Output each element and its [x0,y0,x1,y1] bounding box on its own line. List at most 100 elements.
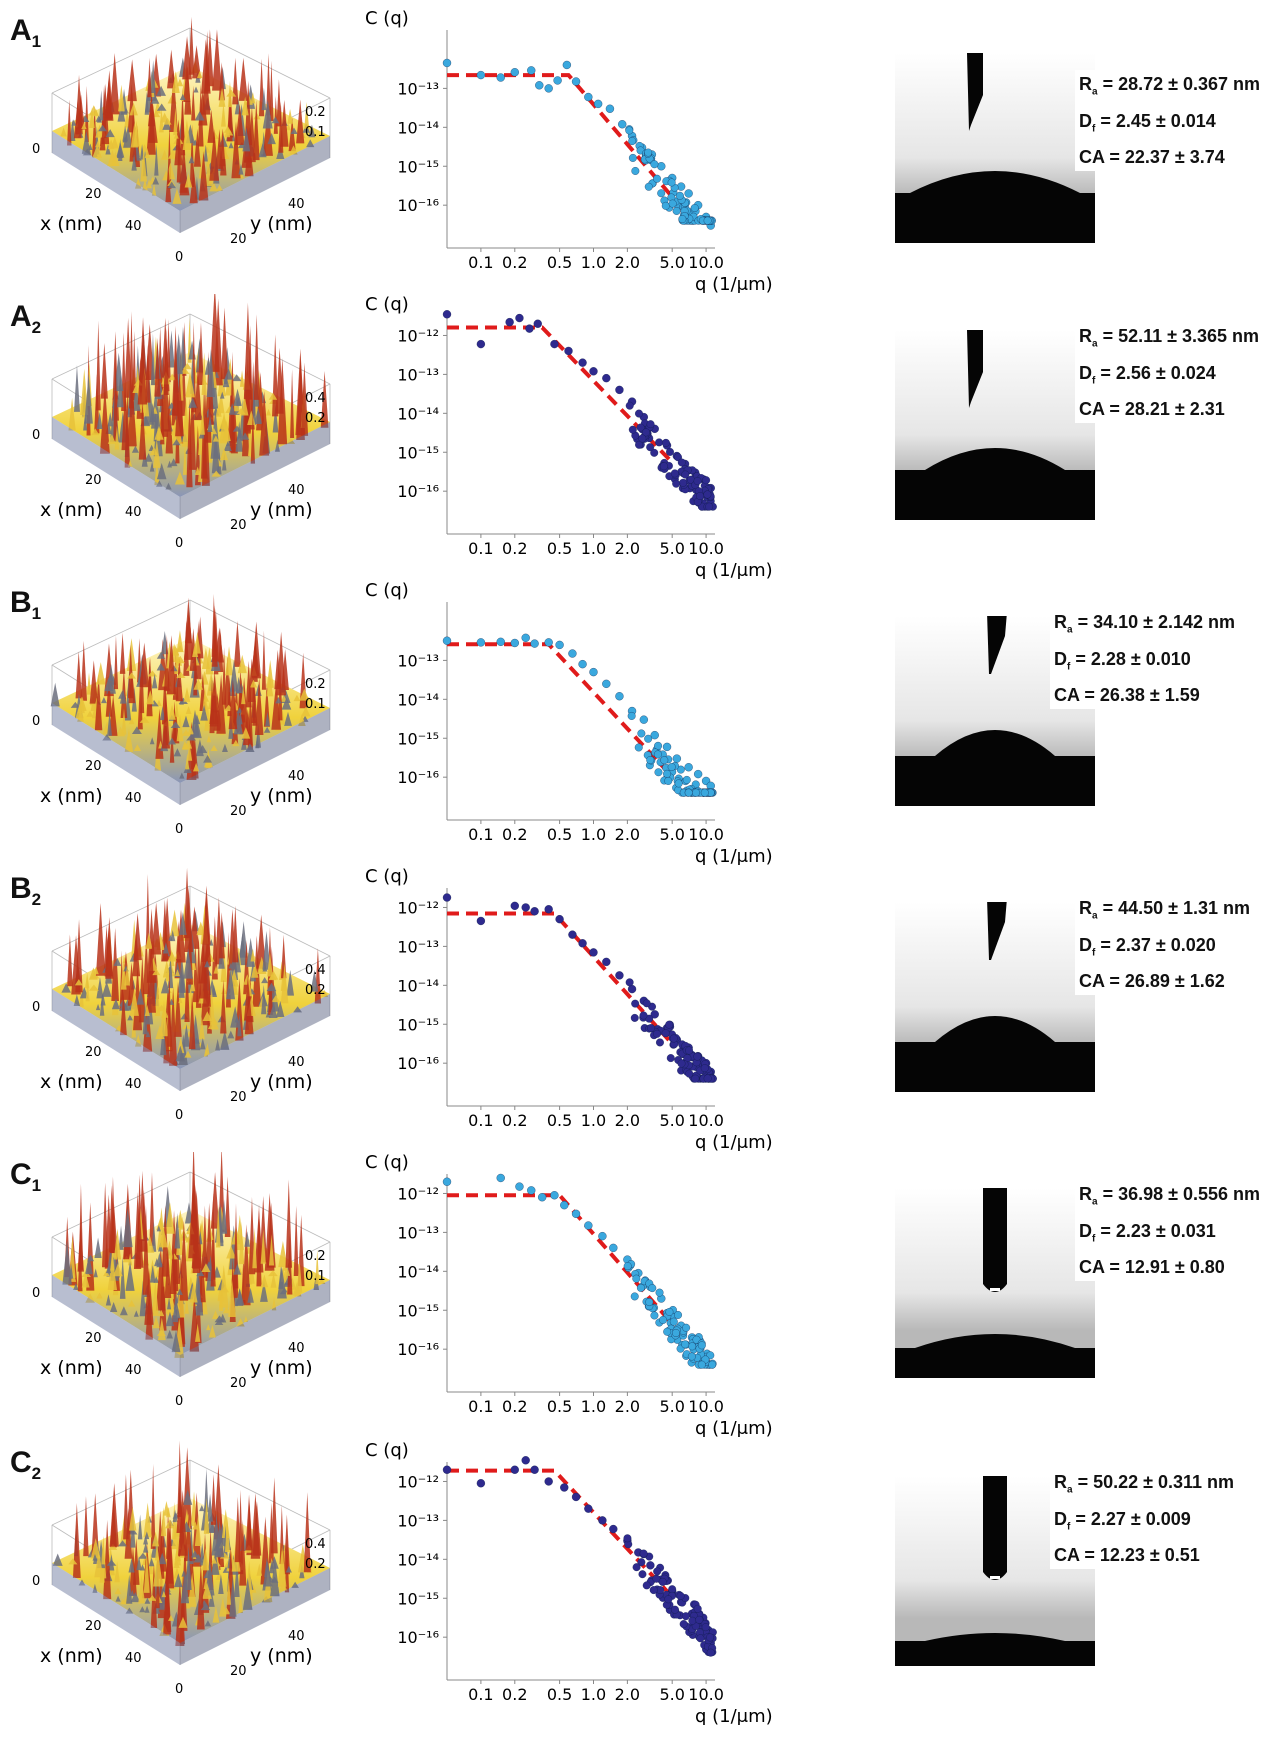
x-tick-label: 0.5 [547,1397,572,1416]
surface-peak [267,132,276,145]
surface-peak [159,706,166,721]
data-point [533,319,542,328]
surface-peak [201,70,211,115]
surface-peak [109,53,120,115]
data-point [631,167,640,175]
surface-peak [266,674,274,697]
x-tick-label: 0.2 [502,1111,527,1130]
surface-peak [252,375,257,425]
surface-peak [171,71,180,93]
data-point [706,1633,715,1642]
surface-peak [96,411,103,430]
surface-peak [268,1270,278,1277]
surface-peak [179,93,186,100]
surface-peak [245,660,252,708]
roughness-text: = 52.11 ± 3.365 nm [1097,326,1260,346]
y-axis-label: C (q) [365,8,409,29]
surface-peak [93,966,99,975]
surface-peak [142,1205,150,1295]
surface-peak [199,1505,205,1512]
x-tick-label: 10.0 [688,253,724,272]
surface-peak [123,126,133,148]
surface-peak [271,116,280,124]
surface-peak [109,1301,118,1313]
panel-letter: C [10,1446,32,1479]
data-point [646,1561,655,1570]
surface-peak [83,1496,89,1557]
surface-peak [200,407,205,435]
surface-peak [163,942,169,954]
surface-peak [237,1013,242,1037]
z-tick-label: 0 [32,1286,40,1301]
data-point [535,81,544,90]
surface-peak [185,753,190,770]
data-point [521,633,530,642]
surface-peak [282,1264,289,1271]
surface-peak [151,183,157,196]
surface-peak [81,131,91,154]
surface-peak [114,1560,120,1583]
surface-y-label: y (nm) [250,499,313,521]
surface-peak [91,428,100,436]
surface-stats: Ra = 28.72 ± 0.367 nm Df = 2.45 ± 0.014 CA… [1075,70,1265,172]
surface-peak [277,1545,287,1587]
surface-peak [207,414,213,433]
surface-peak [89,660,98,704]
roughness-subscript: a [1092,1196,1098,1208]
z-tick-label: 0 [32,1574,40,1589]
surface-peak [176,671,186,679]
fit-line [447,911,674,1046]
surface-peak [142,1001,148,1035]
surface-peak [127,672,137,679]
data-point [642,428,650,437]
surface-peak [233,620,241,667]
data-point [589,667,598,677]
surface-front-face [52,131,180,233]
surface-peak [198,1016,205,1040]
surface-peak [228,679,238,730]
surface-peak [272,404,279,433]
surface-peak [78,1183,84,1270]
data-point [632,1563,641,1572]
surface-peak [149,446,159,456]
surface-peak [290,368,295,438]
surface-peak [207,109,216,143]
panel-subscript: 1 [31,604,42,623]
data-point [697,1341,706,1350]
data-point [679,1620,688,1628]
data-point [442,1177,452,1186]
surface-peak [150,332,156,386]
data-point [645,1298,654,1307]
surface-peak [293,694,301,702]
surface-peak [127,644,134,699]
fractal-dimension-value: Df = 2.37 ± 0.020 [1079,931,1250,968]
data-point [589,367,598,376]
x-tick-label: 5.0 [659,1111,684,1130]
needle-tip-highlight [990,1288,1000,1291]
surface-peak [101,981,112,997]
x-tick-label: 2.0 [615,253,640,272]
surface-peak [185,706,192,715]
y-tick-label: 0 [175,1682,183,1697]
x-tick-label: 5.0 [659,1397,684,1416]
surface-peak [234,1496,241,1563]
roughness-subscript: a [1092,910,1098,922]
surface-peak [164,1246,172,1298]
x-tick-label: 2.0 [615,539,640,558]
data-point [442,1465,452,1474]
surface-peak [266,53,271,116]
surface-peak [250,91,256,104]
surface-peak [320,370,329,428]
roughness-symbol: R [1079,74,1092,94]
panel-row: A2 0 0.2 0.4 20 40 0 20 40 x (nm) y (nm) C (q) q (1/… [0,294,1278,587]
data-point [553,76,562,85]
data-point [669,1317,678,1326]
surface-peak [144,1605,150,1613]
x-tick-label: 5.0 [659,825,684,844]
surface-peak [227,87,234,138]
data-point [544,905,553,914]
droplet-photo [895,53,1095,243]
data-point [703,1074,712,1083]
data-point [496,73,505,82]
surface-peak [210,745,218,752]
